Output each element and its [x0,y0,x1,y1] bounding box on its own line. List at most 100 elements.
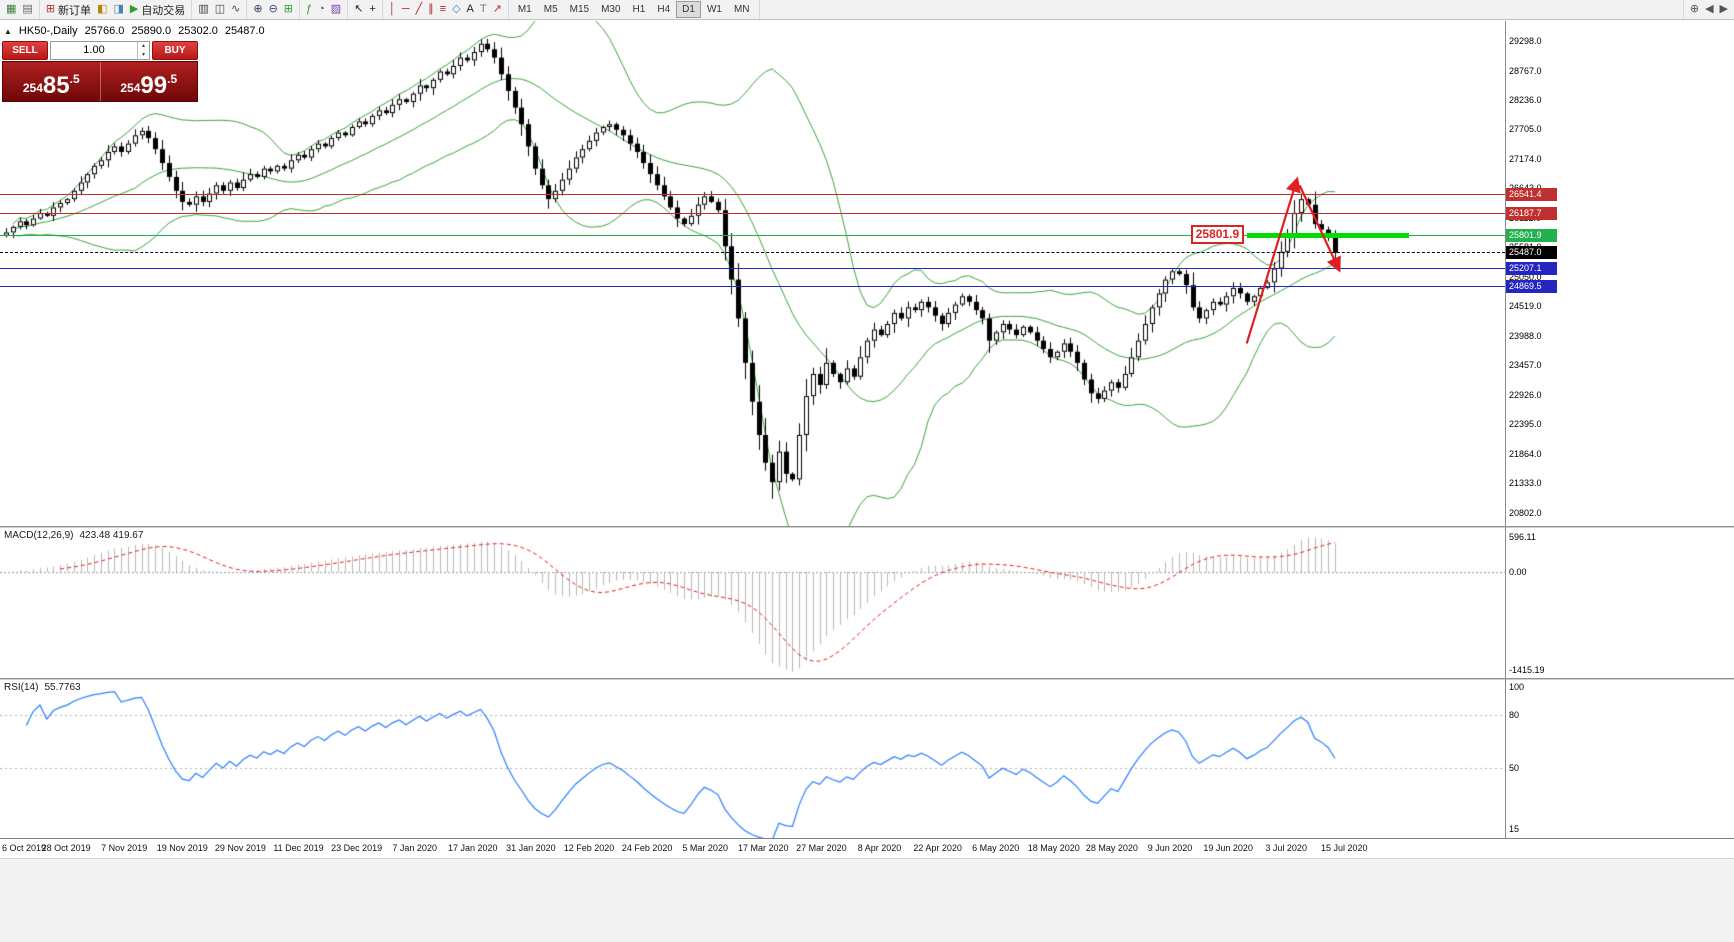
cursor-icon[interactable]: ↖ [351,1,366,18]
date-tick-label: 24 Feb 2020 [621,843,673,853]
templates-icon: ▨ [330,3,342,15]
scroll-right-icon[interactable]: ▶ [1717,1,1731,18]
new-order-button[interactable]: ⊞ 新订单 [43,1,94,18]
macd-values: 423.48 419.67 [79,530,144,541]
timeframe-m30[interactable]: M30 [601,4,621,15]
data-window-icon[interactable]: ◨ [110,1,126,18]
date-tick-label: 7 Nov 2019 [101,843,148,853]
collapse-panel-icon[interactable]: ▲ [4,26,12,36]
scroll-left-icon[interactable]: ◀ [1702,1,1716,18]
price-axis[interactable]: 29298.028767.028236.027705.027174.026643… [1506,21,1734,838]
data-window-icon: ◨ [113,3,124,15]
timeframe-m1[interactable]: M1 [517,4,532,15]
chart-type-group: ▥ ◫ ∿ [192,0,248,19]
date-tick-label: 19 Jun 2020 [1203,843,1253,853]
symbol-period-label: HK50-,Daily [18,25,78,37]
date-tick-label: 27 Mar 2020 [796,843,847,853]
timeframe-w1[interactable]: W1 [706,4,722,15]
profiles-icon[interactable]: ▤ [19,1,35,18]
candlestick-chart-icon[interactable]: ◫ [212,1,228,18]
autotrading-button-icon: ▶ [129,3,139,15]
price-line-badge-25207.1: 25207.1 [1506,261,1557,275]
time-axis[interactable]: 6 Oct 2019 28 Oct 2019 7 Nov 2019 19 Nov 20… [0,840,1734,858]
templates-icon[interactable]: ▨ [328,1,344,18]
arrows-icon[interactable]: ↗ [490,1,505,18]
shapes-icon[interactable]: ◇ [449,1,463,18]
date-tick-label: 3 Jul 2020 [1265,843,1307,853]
horizontal-line-icon[interactable]: ─ [399,1,413,18]
buy-price-display[interactable]: 254 99.5 [101,62,198,101]
chart-window: 25801.9 ▲ HK50-,Daily 25766.0 25890.0 25… [0,21,1734,942]
rsi-tick-label: 50 [1509,762,1520,773]
periods-icon: ◔ [318,3,325,15]
timeframe-group: M1 M5 M15 M30 H1 H4 D1 W1 MN [509,0,760,19]
candlestick-chart-icon: ◫ [214,3,226,15]
sell-price-display[interactable]: 254 85.5 [3,62,100,101]
autotrading-button-label: 自动交易 [141,4,186,17]
tools-group: ƒ ◔ ▨ [300,0,349,19]
sell-price-prefix: 254 [22,81,43,95]
text-icon[interactable]: A [464,1,477,18]
rsi-canvas[interactable] [0,680,1505,838]
price-line-badge-26187.7: 26187.7 [1506,207,1557,221]
rsi-value: 55.7763 [44,682,81,693]
magnifier-plus-icon[interactable]: ⊕ [1687,1,1702,18]
fibonacci-icon[interactable]: ≡ [437,1,449,18]
timeframe-h1[interactable]: H1 [632,4,646,15]
periods-icon[interactable]: ◔ [315,1,328,18]
macd-canvas[interactable] [0,528,1505,678]
channel-icon[interactable]: ∥ [425,1,437,18]
timeframe-h4[interactable]: H4 [657,4,671,15]
cursor-group: ↖ + [348,0,383,19]
rsi-panel-splitter[interactable] [0,678,1734,680]
rsi-tick-label: 15 [1509,824,1520,835]
price-line-badge-25487.0: 25487.0 [1506,246,1557,260]
date-tick-label: 6 Oct 2019 [2,843,47,853]
text-icon: A [466,3,474,15]
date-tick-label: 7 Jan 2020 [392,843,437,853]
indicators-icon[interactable]: ƒ [303,1,315,18]
timeframe-m15[interactable]: M15 [569,4,590,15]
price-tick-label: 22926.0 [1509,389,1542,400]
trendline-icon[interactable]: ╱ [413,1,426,18]
crosshair-icon[interactable]: + [366,1,378,18]
zoom-out-icon: ⊖ [268,3,278,15]
volume-spinner[interactable]: ▴ ▾ [137,42,149,59]
date-tick-label: 17 Mar 2020 [738,843,789,853]
price-axis-line [1505,21,1506,838]
new-chart-icon[interactable]: ▦ [3,1,19,18]
label-icon[interactable]: T [477,1,490,18]
buy-button[interactable]: BUY [152,41,198,60]
chart-title: ▲ HK50-,Daily 25766.0 25890.0 25302.0 25… [4,25,265,37]
vertical-line-icon: │ [388,3,396,15]
autotrading-button[interactable]: ▶ 自动交易 [127,1,188,18]
date-tick-label: 11 Dec 2019 [273,843,324,853]
tile-windows-icon[interactable]: ⊞ [281,1,296,18]
crosshair-icon: + [369,3,376,15]
vertical-line-icon[interactable]: │ [386,1,399,18]
date-tick-label: 19 Nov 2019 [156,843,208,853]
timeframe-d1[interactable]: D1 [676,1,701,18]
macd-panel-splitter[interactable] [0,526,1734,528]
price-divider [99,62,101,101]
market-watch-icon[interactable]: ◧ [94,1,110,18]
zoom-out-icon[interactable]: ⊖ [266,1,281,18]
toolbar: ▦ ▤ ⊞ 新订单 ◧ ◨ ▶ 自动交易 ▥ ◫ ∿ ⊕ ⊖ ⊞ ƒ ◔ ▨ ↖ + │ ─ ╱ ∥ ≡ ◇ A T ↗ M1 M5 M15… [0,0,1734,20]
timeframe-mn[interactable]: MN [733,4,750,15]
price-tick-label: 24519.0 [1509,301,1542,312]
zoom-in-icon[interactable]: ⊕ [250,1,265,18]
shapes-icon: ◇ [452,3,461,15]
line-chart-icon[interactable]: ∿ [228,1,243,18]
high-value: 25890.0 [131,25,172,37]
trendline-icon: ╱ [415,3,423,15]
volume-field[interactable]: 1.00 ▴ ▾ [50,41,150,60]
fibonacci-icon: ≡ [439,3,447,15]
bar-chart-icon[interactable]: ▥ [195,1,211,18]
price-chart-canvas[interactable] [0,21,1505,526]
volume-increase-icon[interactable]: ▴ [141,43,145,49]
channel-icon: ∥ [428,3,434,15]
sell-button[interactable]: SELL [2,41,48,60]
volume-decrease-icon[interactable]: ▾ [141,51,145,58]
timeframe-m5[interactable]: M5 [543,4,558,15]
sell-price-suffix: .5 [69,72,80,86]
